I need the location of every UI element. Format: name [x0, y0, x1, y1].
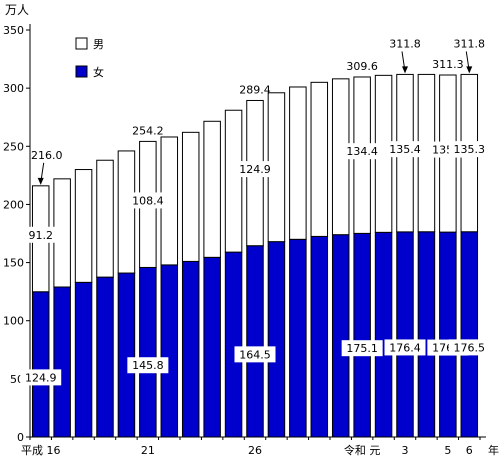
legend-label: 男 — [93, 38, 104, 51]
male-label-bg — [234, 161, 276, 178]
legend-swatch — [75, 37, 88, 50]
bar-female — [31, 291, 50, 438]
male-label-bg — [23, 226, 58, 243]
bar-female — [96, 276, 114, 438]
bar-female — [310, 235, 329, 438]
total-label: 311.8 — [454, 37, 486, 50]
female-value-label: 176.5 — [454, 341, 486, 354]
male-value-label: 134.4 — [346, 145, 378, 158]
bar-female — [460, 231, 479, 438]
x-tick-label: 令和 元 — [344, 443, 381, 457]
bar-female — [53, 286, 71, 438]
bar-female — [439, 231, 457, 438]
y-tick-label: 100 — [3, 315, 24, 328]
male-label-bg — [341, 143, 383, 160]
total-label: 216.0 — [31, 149, 63, 162]
male-value-label: 108.4 — [132, 194, 164, 207]
bar-female — [203, 256, 221, 438]
legend-swatch — [75, 65, 88, 78]
bar-male — [96, 159, 114, 278]
bar-male — [289, 86, 307, 240]
bar-female — [267, 241, 286, 438]
x-tick-label: 3 — [402, 444, 409, 457]
y-tick-label: 250 — [3, 140, 24, 153]
female-value-label: 176.4 — [389, 341, 421, 354]
total-label: 311.3 — [432, 58, 464, 71]
total-label: 289.4 — [239, 83, 271, 96]
y-tick-label: 0 — [17, 431, 24, 444]
bar-female — [224, 251, 243, 438]
total-arrow-head — [37, 177, 44, 185]
male-value-label: 124.9 — [239, 163, 271, 176]
y-tick-label: 200 — [3, 198, 24, 211]
female-label-bg — [127, 357, 169, 374]
total-arrow-head — [466, 66, 473, 74]
bar-male — [310, 81, 329, 237]
total-label: 254.2 — [132, 124, 164, 137]
x-unit-label: 年 — [488, 443, 499, 457]
male-value-label: 91.2 — [28, 229, 53, 242]
total-label: 311.8 — [389, 37, 421, 50]
bar-female — [246, 245, 264, 438]
female-label-bg — [448, 339, 490, 356]
x-tick-label: 平成 16 — [21, 444, 61, 457]
bars-group — [31, 73, 479, 438]
bar-male — [181, 131, 200, 262]
female-label-bg — [234, 346, 276, 363]
x-tick-label: 6 — [466, 444, 473, 457]
bar-female — [353, 232, 371, 438]
bar-male — [203, 120, 221, 258]
female-value-label: 175.1 — [346, 342, 378, 355]
x-tick-label: 5 — [444, 444, 451, 457]
y-unit-label: 万人 — [5, 3, 29, 17]
female-value-label: 145.8 — [132, 359, 164, 372]
bar-female — [374, 231, 393, 438]
female-value-label: 124.9 — [25, 371, 57, 384]
bar-female — [417, 231, 436, 438]
y-tick-label: 150 — [3, 257, 24, 270]
legend: 男女 — [75, 37, 104, 79]
x-tick-label: 21 — [141, 444, 155, 457]
bar-female — [160, 264, 179, 438]
bar-female — [139, 266, 157, 438]
female-label-bg — [384, 339, 426, 356]
male-label-bg — [127, 192, 169, 209]
male-label-bg — [384, 141, 426, 158]
bar-female — [331, 234, 350, 438]
bar-male — [117, 150, 136, 274]
bar-female — [181, 260, 200, 438]
male-label-bg — [448, 141, 490, 158]
y-tick-label: 300 — [3, 82, 24, 95]
male-value-label: 135.3 — [454, 143, 486, 156]
bar-female — [289, 238, 307, 438]
bar-female — [74, 281, 93, 438]
female-value-label: 164.5 — [239, 348, 271, 361]
bar-male — [74, 169, 93, 283]
legend-label: 女 — [93, 65, 104, 79]
total-label: 309.6 — [346, 60, 378, 73]
male-value-label: 135.4 — [389, 143, 421, 156]
bar-male — [224, 109, 243, 253]
female-label-bg — [341, 340, 383, 357]
total-arrow-head — [402, 66, 408, 74]
bar-female — [396, 231, 414, 438]
y-tick-label: 350 — [3, 24, 24, 37]
bar-female — [117, 272, 136, 438]
female-label-bg — [20, 369, 62, 386]
x-tick-label: 26 — [248, 444, 262, 457]
